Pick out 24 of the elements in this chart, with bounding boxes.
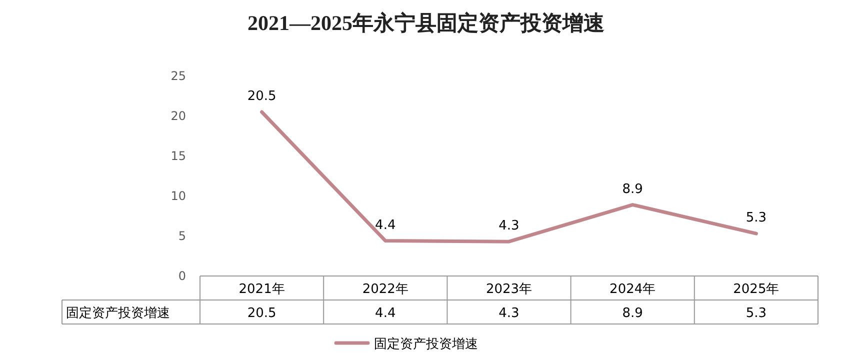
data-label: 4.3 [498,306,520,321]
x-tick-label: 2023年 [486,282,532,297]
chart-title: 2021—2025年永宁县固定资产投资增速 [248,11,604,35]
x-tick-label: 2022年 [362,282,408,297]
annotation: 5.3 [746,210,767,226]
y-tick-label: 0 [178,269,186,283]
x-tick-label: 2025年 [733,282,780,297]
y-tick-label: 15 [170,149,186,163]
legend-label: 固定资产投资增速 [374,337,478,352]
annotation: 20.5 [247,89,276,104]
data-label: 5.3 [746,306,767,321]
y-tick-label: 20 [170,109,186,123]
data-label: 4.4 [375,306,396,321]
annotation: 8.9 [622,182,643,197]
x-tick-label: 2024年 [610,282,656,297]
annotation: 4.3 [498,218,520,234]
text: 固定资产投资增速 [66,306,170,321]
y-tick-label: 5 [178,229,186,243]
y-tick-label: 10 [170,189,186,203]
data-label: 20.5 [247,306,276,321]
y-tick-label: 25 [170,69,186,83]
annotation: 4.4 [375,218,396,233]
data-label: 8.9 [622,306,643,321]
x-tick-label: 2021年 [238,282,285,297]
